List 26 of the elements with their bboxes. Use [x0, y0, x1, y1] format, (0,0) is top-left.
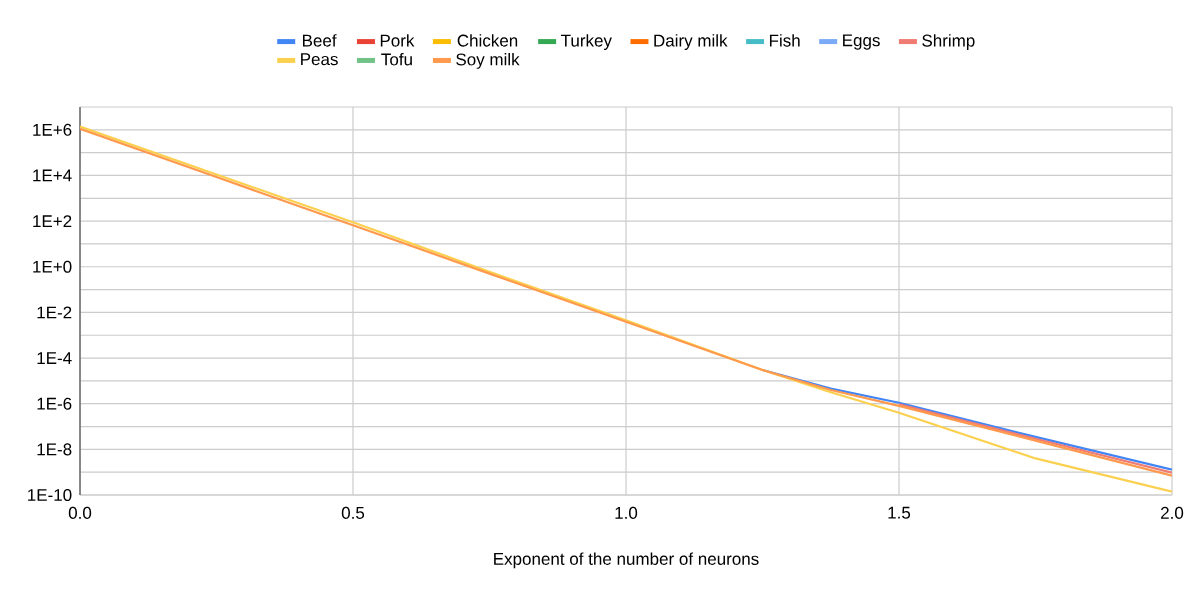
y-tick-label: 1E-2 — [37, 306, 72, 319]
y-tick-label: 1E+6 — [33, 123, 72, 136]
y-tick-label: 1E+2 — [33, 215, 72, 228]
y-tick-label: 1E+4 — [33, 169, 72, 182]
x-tick-label: 2.0 — [1161, 506, 1184, 519]
y-tick-label: 1E-6 — [37, 397, 72, 410]
y-tick-label: 1E-8 — [37, 443, 72, 456]
x-axis-title: Exponent of the number of neurons — [494, 552, 759, 569]
legend-label: Peas — [301, 53, 338, 66]
legend-label: Fish — [769, 34, 800, 47]
x-tick-label: 0.0 — [68, 506, 92, 519]
y-tick-label: 1E+0 — [33, 260, 72, 273]
y-tick-label: 1E-4 — [37, 352, 72, 364]
legend-label: Turkey — [561, 34, 612, 50]
legend-label: Tofu — [381, 53, 412, 66]
x-tick-label: 1.5 — [888, 506, 911, 519]
legend-label: Pork — [380, 34, 415, 47]
legend-label: Chicken — [457, 34, 518, 47]
x-tick-label: 0.5 — [341, 506, 365, 519]
legend-label: Shrimp — [922, 34, 975, 50]
legend-label: Soy milk — [456, 53, 520, 69]
legend-label: Eggs — [843, 34, 880, 50]
legend-label: Beef — [302, 34, 337, 47]
y-tick-label: 1E-10 — [28, 488, 72, 502]
x-tick-label: 1.0 — [615, 506, 638, 519]
legend-label: Dairy milk — [654, 34, 728, 50]
